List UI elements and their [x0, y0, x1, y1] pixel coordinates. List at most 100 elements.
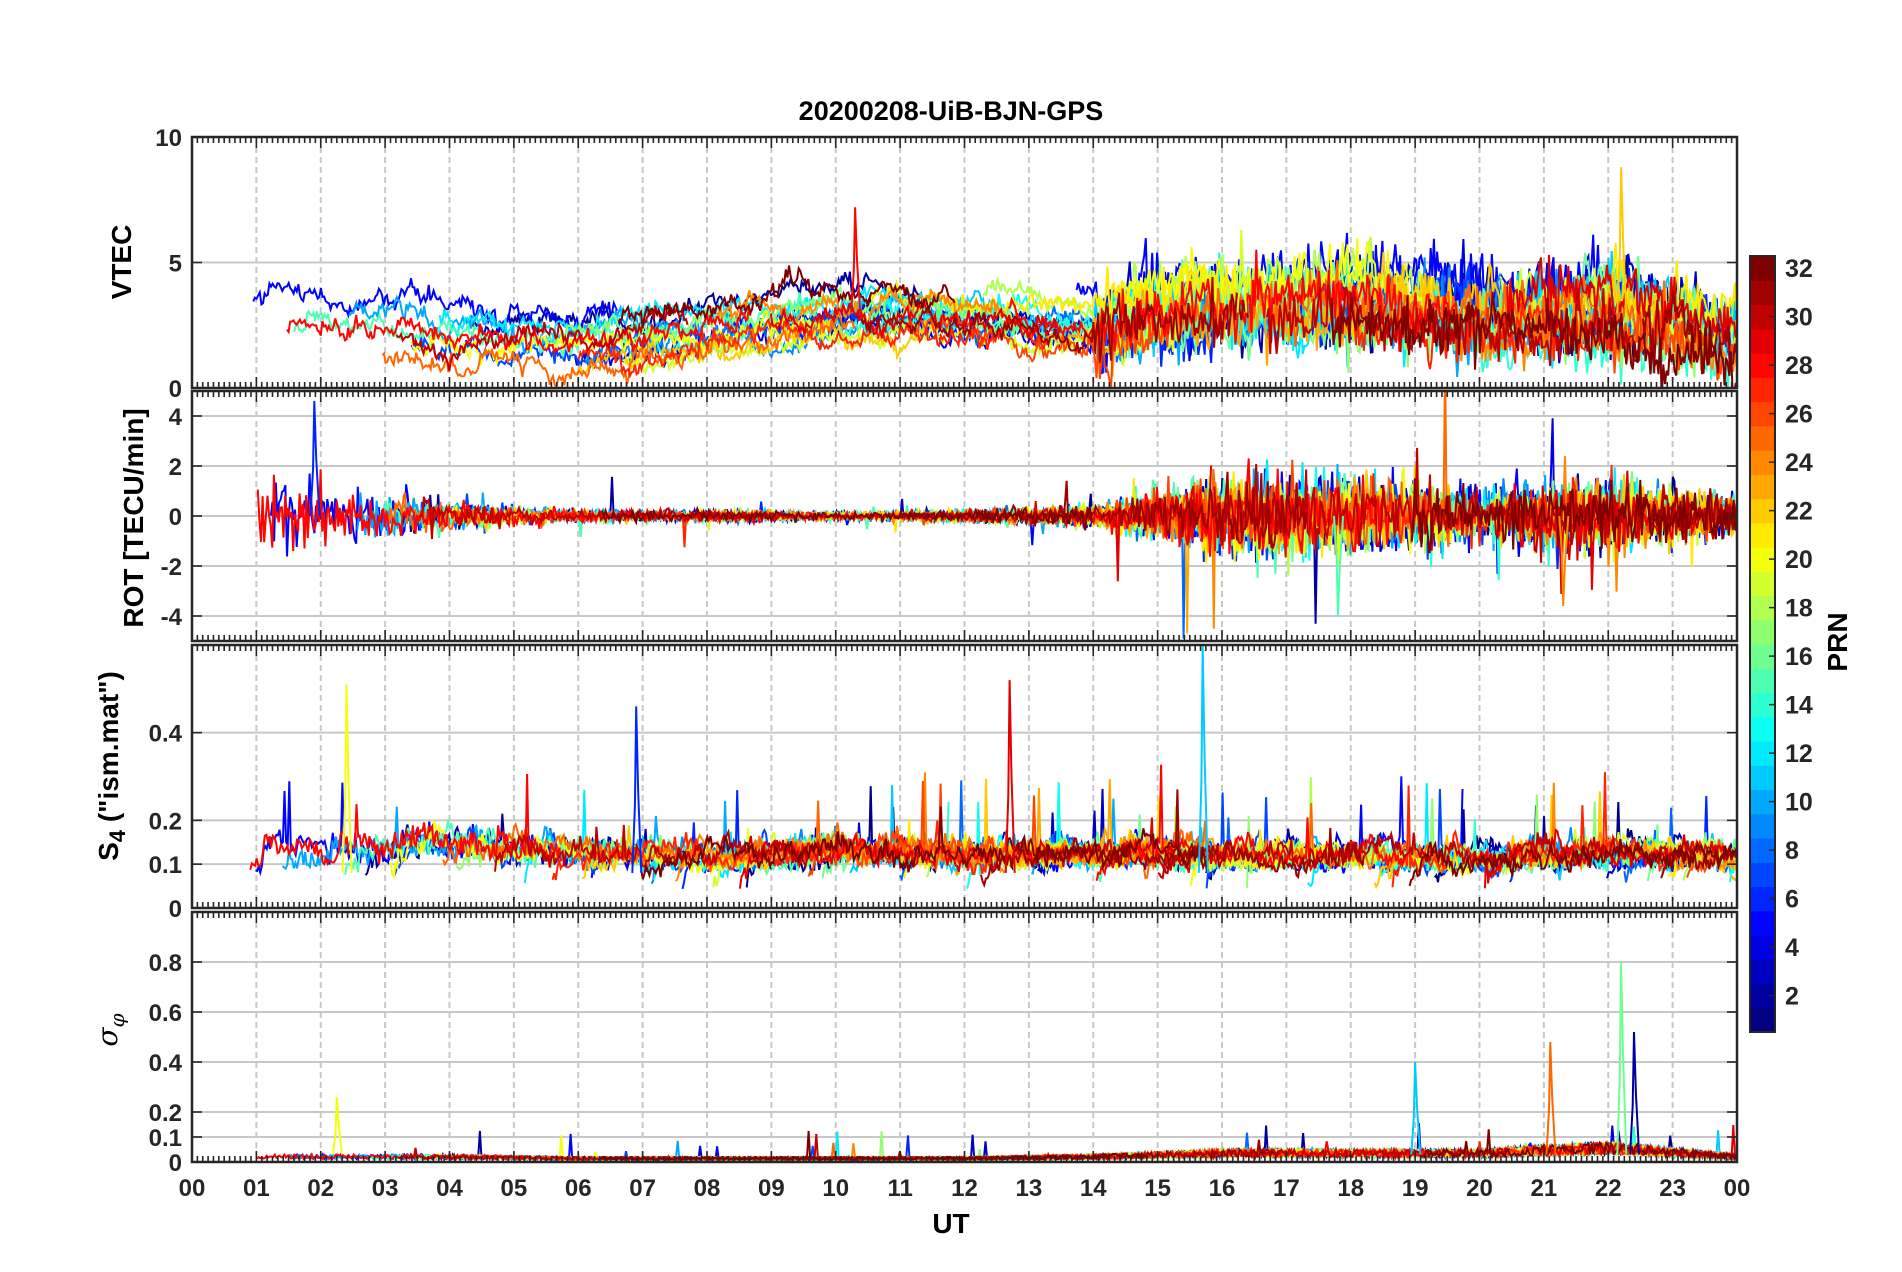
colorbar-tick-label: 22 — [1785, 498, 1813, 526]
prn-31-line — [1690, 1149, 1737, 1161]
panel-rot: -4 -2 0 2 4 — [161, 389, 1739, 643]
x-tick-label: 09 — [758, 1175, 785, 1202]
peak-mark — [341, 684, 353, 873]
prn-28-line — [249, 773, 562, 870]
peak-mark — [1333, 515, 1344, 617]
x-tick-label: 19 — [1402, 1175, 1429, 1202]
colorbar-label: PRN — [1822, 612, 1853, 672]
peak-mark — [1558, 515, 1570, 607]
prn-28-line — [1095, 764, 1407, 881]
ticks-sigma_phi — [191, 912, 1738, 1163]
prn-15-line — [293, 292, 835, 359]
y-axis-label-sigma-phi: σφ — [91, 1013, 129, 1046]
panel-s4: 0 0.1 0.2 0.4 — [149, 643, 1739, 923]
x-tick-label: 10 — [822, 1175, 849, 1202]
prn-32-line — [601, 505, 1093, 531]
y-tick-label: 2 — [169, 454, 182, 481]
x-tick-label: 15 — [1144, 1175, 1171, 1202]
peak-mark — [1004, 680, 1016, 873]
peak-mark — [1616, 167, 1628, 313]
x-tick-label: 06 — [565, 1175, 592, 1202]
prn-30-line — [395, 303, 689, 372]
peak-mark — [332, 1096, 343, 1155]
colorbar-tick-label: 32 — [1785, 255, 1813, 283]
peak-mark — [309, 400, 321, 517]
y-tick-label: 0 — [169, 1150, 182, 1177]
prn-32-line — [618, 265, 956, 329]
series-vtec — [252, 167, 1737, 388]
grid-sigma_phi — [191, 912, 1738, 1162]
colorbar-segment — [1750, 813, 1775, 839]
colorbar-segment — [1750, 959, 1775, 985]
prn-30-line — [1266, 284, 1642, 367]
s4-label-sub: 4 — [104, 829, 130, 843]
colorbar-tick-label: 24 — [1785, 449, 1813, 477]
colorbar-segment — [1750, 910, 1775, 936]
y-tick-label: 0.8 — [149, 950, 182, 977]
y-tick-label: 5 — [169, 251, 182, 278]
prn-32-line — [1408, 838, 1737, 887]
ticks-vtec — [191, 136, 1738, 389]
colorbar-segment — [1750, 862, 1775, 888]
prn-28-line — [1007, 249, 1459, 352]
colorbar-tick-label: 20 — [1785, 546, 1813, 574]
x-tick-label: 21 — [1531, 1175, 1558, 1202]
y-tick-label: 0 — [169, 504, 182, 531]
prn-29-line — [769, 297, 1057, 342]
colorbar-segment — [1750, 716, 1775, 742]
x-tick-labels: 00 01 02 03 04 05 06 07 08 09 10 11 12 13 14 15 16 17 18 19… — [179, 1175, 1751, 1202]
s4-label-main: S — [93, 842, 125, 861]
prn-30-line — [418, 496, 794, 539]
prn-23-line — [1730, 875, 1737, 882]
colorbar-tick-label: 28 — [1785, 352, 1813, 380]
prn-31-line — [895, 471, 1308, 549]
colorbar-segment — [1750, 619, 1775, 645]
colorbar-segment — [1750, 280, 1775, 306]
prn-28-line — [286, 307, 752, 356]
peak-mark — [1545, 1041, 1557, 1155]
y-tick-label: 0 — [169, 896, 182, 923]
colorbar-tick-label: 6 — [1785, 886, 1799, 914]
x-tick-label: 11 — [887, 1175, 912, 1202]
x-tick-label: 00 — [1724, 1175, 1751, 1202]
peak-mark — [1616, 961, 1628, 1155]
x-tick-label: 17 — [1273, 1175, 1300, 1202]
y-tick-label: 10 — [155, 125, 182, 152]
ticks-s4 — [191, 645, 1738, 909]
y-tick-label: 0 — [169, 376, 182, 403]
peak-mark — [850, 207, 862, 313]
colorbar-segment — [1750, 1007, 1775, 1033]
ticks-rot — [191, 391, 1738, 641]
colorbar-tick-label: 18 — [1785, 595, 1813, 623]
y-tick-label: 0.2 — [149, 808, 182, 835]
x-tick-label: 18 — [1337, 1175, 1364, 1202]
prn-31-line — [860, 276, 1249, 363]
y-tick-label: 0.1 — [149, 852, 182, 879]
panel-vtec: 0 5 10 — [155, 125, 1739, 403]
x-axis-label: UT — [932, 1208, 970, 1239]
x-tick-label: 23 — [1659, 1175, 1686, 1202]
prn-32-line — [640, 806, 1209, 880]
x-tick-label: 08 — [694, 1175, 721, 1202]
colorbar-segment — [1750, 474, 1775, 500]
y-tick-label: -4 — [161, 604, 183, 631]
x-tick-label: 22 — [1595, 1175, 1622, 1202]
peak-mark — [1236, 229, 1248, 313]
x-tick-label: 04 — [436, 1175, 463, 1202]
x-tick-label: 20 — [1466, 1175, 1493, 1202]
colorbar-frame — [1749, 255, 1776, 1033]
y-tick-label: 0.1 — [149, 1125, 182, 1152]
x-tick-label: 07 — [629, 1175, 656, 1202]
colorbar-tick-label: 16 — [1785, 643, 1813, 671]
x-tick-label: 05 — [501, 1175, 528, 1202]
prn-27-line — [577, 312, 1050, 379]
y-axis-label-rot: ROT [TECU/min] — [118, 408, 149, 628]
x-tick-label: 02 — [307, 1175, 334, 1202]
y-tick-label: -2 — [161, 554, 182, 581]
x-tick-label: 00 — [179, 1175, 206, 1202]
prn-32-line — [1410, 478, 1737, 554]
colorbar-tick-label: 4 — [1785, 934, 1799, 962]
y-tick-label: 0.4 — [149, 1050, 183, 1077]
